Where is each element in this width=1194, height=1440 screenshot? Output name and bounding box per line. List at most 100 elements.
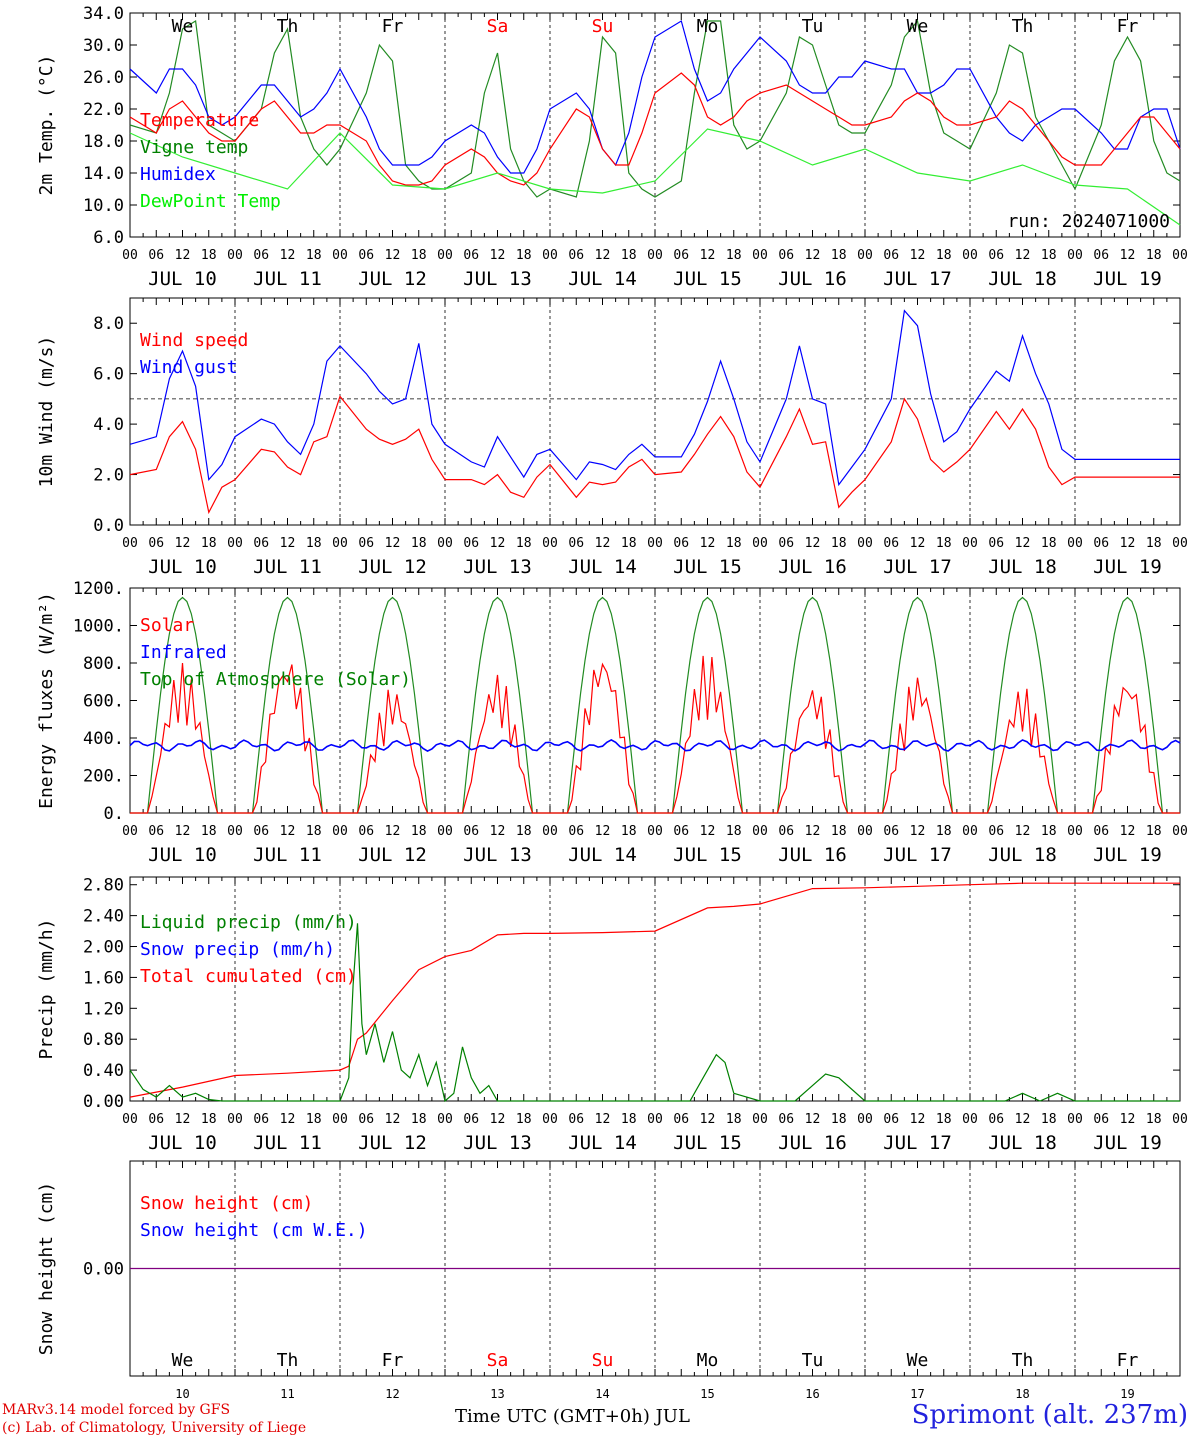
date-label: JUL 19: [1093, 844, 1162, 866]
y-tick-label: 0.: [104, 804, 124, 824]
x-hour-label: 00: [227, 536, 243, 551]
date-label: JUL 17: [883, 1132, 952, 1154]
y-tick-label: 34.0: [83, 4, 124, 24]
x-hour-label: 06: [988, 1112, 1004, 1127]
day-name-top: Su: [592, 16, 614, 37]
x-hour-label: 18: [516, 248, 532, 263]
x-hour-label: 00: [122, 248, 138, 263]
x-hour-label: 12: [700, 824, 716, 839]
panel-flux: 0. 200. 400. 600. 800. 1000. 1200. Energy fluxe…: [36, 579, 1188, 866]
x-hour-label: 06: [148, 1112, 164, 1127]
x-hour-label: 18: [306, 1112, 322, 1127]
day-name-bottom: We: [172, 1350, 194, 1371]
series-solar: [130, 655, 1180, 814]
x-hour-label: 12: [175, 536, 191, 551]
x-hour-label: 00: [1067, 536, 1083, 551]
x-hour-label: 06: [673, 1112, 689, 1127]
legend-snow-height-cm-: Snow height (cm): [140, 1193, 313, 1214]
x-hour-label: 00: [1067, 248, 1083, 263]
x-hour-label: 18: [201, 1112, 217, 1127]
date-label: JUL 14: [568, 1132, 637, 1154]
x-hour-label: 00: [1172, 248, 1188, 263]
x-hour-label: 06: [463, 536, 479, 551]
x-hour-label: 18: [1041, 1112, 1057, 1127]
y-tick-label: 26.0: [83, 68, 124, 88]
date-label: JUL 17: [883, 844, 952, 866]
x-hour-label: 18: [516, 536, 532, 551]
date-label: JUL 14: [568, 844, 637, 866]
x-hour-label: 12: [1120, 1112, 1136, 1127]
date-label: JUL 19: [1093, 556, 1162, 578]
day-name-top: Fr: [382, 16, 404, 37]
legend-humidex: Humidex: [140, 164, 216, 185]
x-hour-label: 06: [148, 248, 164, 263]
x-hour-label: 18: [831, 536, 847, 551]
x-hour-label: 06: [358, 824, 374, 839]
legend-snow-precip-mm-h-: Snow precip (mm/h): [140, 939, 335, 960]
x-hour-label: 18: [1146, 536, 1162, 551]
day-name-top: Sa: [487, 16, 509, 37]
x-hour-label: 00: [332, 536, 348, 551]
plot-frame: [129, 12, 1181, 238]
date-label: JUL 16: [778, 556, 847, 578]
x-hour-label: 12: [1120, 824, 1136, 839]
day-name-bottom: Sa: [487, 1350, 509, 1371]
day-number: 18: [1015, 1387, 1029, 1401]
y-axis-label: 2m Temp. (°C): [36, 55, 57, 196]
y-tick-label: 0.80: [83, 1030, 124, 1050]
y-tick-label: 200.: [83, 767, 124, 787]
x-hour-label: 00: [647, 1112, 663, 1127]
x-hour-label: 18: [726, 824, 742, 839]
date-label: JUL 10: [148, 268, 217, 290]
y-tick-label: 2.0: [93, 466, 124, 486]
x-hour-label: 12: [910, 248, 926, 263]
day-name-bottom: Th: [1012, 1350, 1034, 1371]
x-hour-label: 18: [621, 824, 637, 839]
x-hour-label: 00: [332, 248, 348, 263]
date-label: JUL 11: [253, 1132, 322, 1154]
legend-dewpoint-temp: DewPoint Temp: [140, 191, 281, 212]
run-id-annotation: run: 2024071000: [1007, 211, 1170, 232]
x-hour-label: 18: [936, 248, 952, 263]
day-number: 15: [700, 1387, 714, 1401]
date-label: JUL 12: [358, 844, 427, 866]
date-label: JUL 17: [883, 556, 952, 578]
x-hour-label: 06: [253, 536, 269, 551]
day-number: 14: [595, 1387, 609, 1401]
series-dewpoint-temp: [129, 128, 1181, 226]
x-hour-label: 00: [647, 536, 663, 551]
panel-snow: 0.00 Snow height (cm) Snow height (cm) Snow…: [36, 1160, 1181, 1401]
day-name-bottom: We: [907, 1350, 929, 1371]
y-axis-label: Energy fluxes (W/m²): [36, 592, 57, 809]
x-hour-label: 12: [1015, 824, 1031, 839]
x-hour-label: 06: [673, 824, 689, 839]
x-hour-label: 06: [883, 536, 899, 551]
x-hour-label: 06: [568, 1112, 584, 1127]
date-label: JUL 12: [358, 268, 427, 290]
day-number: 11: [280, 1387, 294, 1401]
x-hour-label: 00: [122, 536, 138, 551]
y-tick-label: 18.0: [83, 132, 124, 152]
x-hour-label: 12: [910, 1112, 926, 1127]
x-hour-label: 12: [385, 536, 401, 551]
x-hour-label: 18: [1041, 536, 1057, 551]
x-hour-label: 00: [332, 1112, 348, 1127]
day-number: 17: [910, 1387, 924, 1401]
x-hour-label: 18: [831, 1112, 847, 1127]
x-hour-label: 12: [910, 824, 926, 839]
x-hour-label: 06: [148, 824, 164, 839]
date-label: JUL 10: [148, 1132, 217, 1154]
x-hour-label: 12: [385, 1112, 401, 1127]
x-hour-label: 12: [280, 536, 296, 551]
date-label: JUL 15: [673, 844, 742, 866]
x-hour-label: 18: [726, 536, 742, 551]
date-label: JUL 16: [778, 268, 847, 290]
date-label: JUL 18: [988, 1132, 1057, 1154]
x-hour-label: 00: [122, 824, 138, 839]
x-hour-label: 06: [883, 248, 899, 263]
x-hour-label: 00: [542, 1112, 558, 1127]
x-hour-label: 12: [805, 824, 821, 839]
x-hour-label: 00: [1172, 824, 1188, 839]
y-tick-label: 30.0: [83, 36, 124, 56]
x-hour-label: 00: [647, 824, 663, 839]
